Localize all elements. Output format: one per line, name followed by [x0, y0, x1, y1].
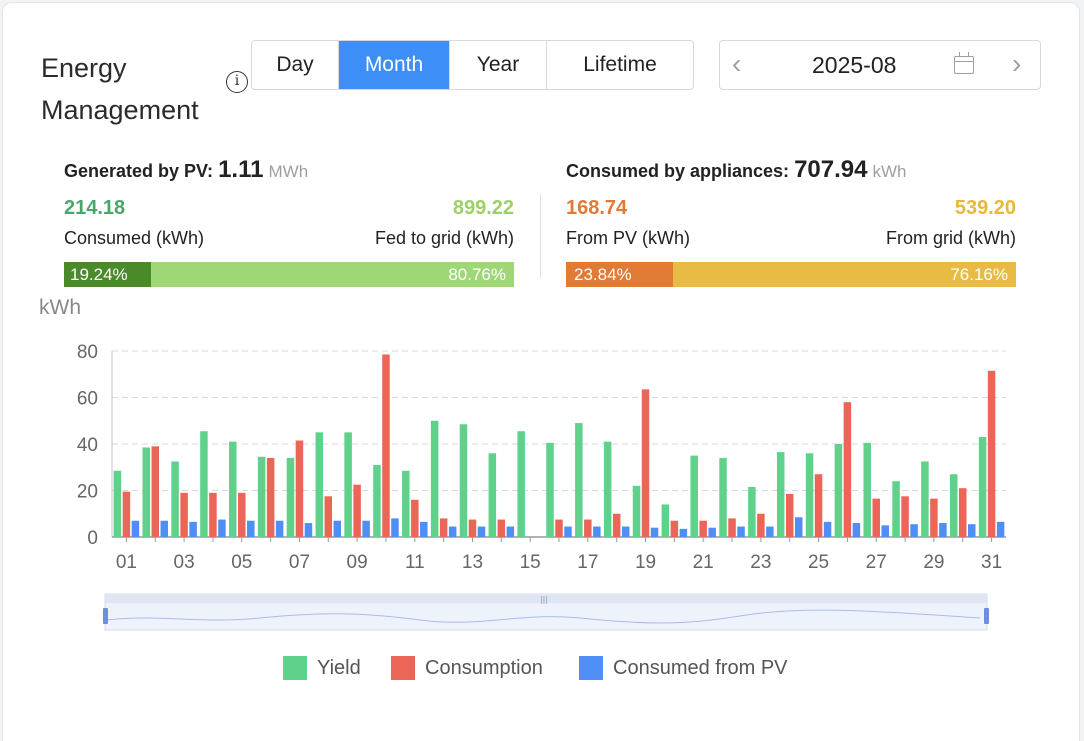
from-pv-label: From PV (kWh)	[566, 228, 690, 248]
legend-yield-swatch	[283, 656, 307, 680]
pv-consumed-value: 214.18	[64, 197, 126, 219]
from-pv-value: 168.74	[566, 197, 628, 219]
date-value[interactable]: 2025-08	[812, 52, 897, 78]
zoom-slider[interactable]: |||	[0, 590, 1084, 640]
from-pv-segment: 23.84%	[566, 262, 674, 287]
pv-fed-value: 899.22	[452, 197, 514, 219]
pv-unit: MWh	[268, 162, 309, 181]
tab-month[interactable]: Month	[339, 41, 450, 89]
pv-summary: Generated by PV: 1.11 MWh	[64, 156, 308, 184]
pv-fed-label: Fed to grid (kWh)	[374, 228, 514, 248]
section-divider	[540, 194, 541, 278]
pv-split-bar: 19.24% 80.76%	[64, 262, 514, 287]
from-grid-segment: 76.16%	[673, 262, 1016, 287]
pv-total: 1.11	[218, 156, 264, 183]
chevron-right-icon[interactable]: ›	[1012, 48, 1022, 79]
appliances-unit: kWh	[872, 162, 907, 181]
pv-consumed-label: Consumed (kWh)	[64, 228, 205, 248]
y-axis-unit: kWh	[39, 296, 81, 319]
zoom-handle-left[interactable]	[103, 608, 108, 624]
drag-handle-icon[interactable]: |||	[540, 595, 548, 604]
zoom-slider-top-bar[interactable]	[105, 594, 987, 603]
legend-consumption-label: Consumption	[425, 656, 543, 679]
from-grid-pct: 76.16%	[950, 265, 1008, 284]
title-line-1: Energy	[41, 53, 127, 83]
legend-yield-label: Yield	[317, 656, 361, 679]
legend-consumption-swatch	[391, 656, 415, 680]
page-title: Energy Management	[41, 47, 199, 131]
title-line-2: Management	[41, 95, 199, 125]
info-icon[interactable]: i	[226, 71, 248, 93]
period-tabs: Day Month Year Lifetime	[251, 40, 694, 90]
tab-day[interactable]: Day	[252, 41, 339, 89]
pv-label: Generated by PV:	[64, 161, 214, 181]
appliances-label: Consumed by appliances:	[566, 161, 790, 181]
legend-consumption[interactable]: Consumption	[391, 656, 543, 680]
legend-consumed-from-pv-label: Consumed from PV	[613, 656, 788, 679]
pv-consumed-pct: 19.24%	[70, 265, 128, 284]
pv-consumed-segment: 19.24%	[64, 262, 151, 287]
legend-yield[interactable]: Yield	[283, 656, 361, 680]
tab-year[interactable]: Year	[450, 41, 547, 89]
from-grid-label: From grid (kWh)	[886, 228, 1016, 248]
appliances-split-bar: 23.84% 76.16%	[566, 262, 1016, 287]
date-picker[interactable]: ‹ 2025-08 ›	[719, 40, 1041, 90]
appliances-total: 707.94	[794, 156, 868, 183]
chevron-left-icon[interactable]: ‹	[732, 48, 742, 79]
appliances-summary: Consumed by appliances: 707.94 kWh	[566, 156, 907, 184]
tab-lifetime[interactable]: Lifetime	[583, 53, 657, 76]
pv-fed-pct: 80.76%	[448, 265, 506, 284]
calendar-icon[interactable]	[954, 52, 974, 74]
legend-consumed-from-pv[interactable]: Consumed from PV	[579, 656, 788, 680]
zoom-slider-preview	[105, 609, 981, 624]
legend-consumed-from-pv-swatch	[579, 656, 603, 680]
from-grid-value: 539.20	[954, 197, 1016, 219]
from-pv-pct: 23.84%	[574, 265, 632, 284]
zoom-handle-right[interactable]	[984, 608, 989, 624]
pv-fed-segment: 80.76%	[150, 262, 514, 287]
